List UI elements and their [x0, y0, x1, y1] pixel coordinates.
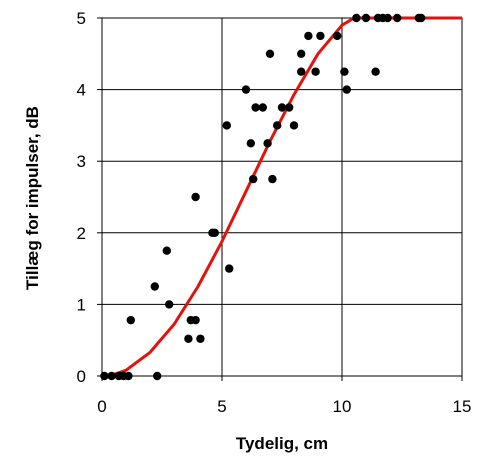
- data-point: [241, 85, 251, 94]
- data-point: [289, 121, 299, 130]
- data-point: [225, 264, 234, 273]
- data-point: [246, 139, 255, 148]
- data-point: [150, 282, 159, 291]
- data-point: [268, 174, 277, 184]
- data-point: [417, 13, 426, 23]
- data-point: [371, 67, 380, 76]
- data-point: [273, 121, 282, 130]
- data-point: [342, 85, 351, 94]
- data-point: [333, 31, 342, 41]
- data-point: [263, 139, 272, 148]
- y-axis-label: Tillæg for impulser, dB: [23, 106, 42, 290]
- data-point: [297, 49, 306, 58]
- y-tick-label: 3: [77, 152, 86, 171]
- tick-labels: 0 5 10 15 0 1 2 3 4 5: [77, 9, 472, 416]
- data-point: [222, 121, 231, 130]
- data-point: [100, 371, 109, 381]
- x-tick-label: 10: [333, 397, 352, 416]
- y-tick-label: 0: [77, 367, 86, 386]
- y-tick-label: 4: [77, 81, 86, 100]
- data-point: [184, 334, 193, 343]
- data-point: [277, 103, 287, 112]
- data-point: [285, 103, 294, 112]
- data-point: [249, 174, 258, 184]
- data-point: [162, 246, 171, 255]
- data-point: [196, 334, 205, 343]
- data-point: [383, 13, 392, 23]
- data-point: [311, 67, 320, 76]
- fit-curve-layer: [108, 16, 462, 378]
- y-tick-label: 5: [77, 9, 86, 28]
- data-point: [210, 228, 219, 237]
- data-point: [126, 315, 135, 325]
- y-tick-label: 2: [77, 224, 86, 243]
- data-point: [251, 103, 260, 112]
- x-tick-label: 0: [97, 397, 106, 416]
- data-point: [153, 371, 162, 381]
- data-point: [191, 315, 200, 325]
- fit-curve: [108, 16, 462, 378]
- data-point: [297, 67, 306, 76]
- grid: [97, 17, 463, 381]
- data-point: [352, 13, 361, 23]
- data-point: [191, 192, 200, 202]
- data-point: [304, 31, 313, 41]
- data-point: [258, 103, 267, 112]
- data-point: [124, 371, 133, 381]
- data-point: [393, 13, 402, 23]
- data-point: [107, 371, 116, 381]
- data-point: [340, 67, 349, 76]
- plot-frame: [101, 17, 463, 377]
- x-axis-label: Tydelig, cm: [236, 434, 328, 453]
- data-point: [316, 31, 325, 41]
- data-point: [265, 49, 275, 58]
- x-tick-label: 5: [217, 397, 226, 416]
- data-point: [165, 300, 174, 309]
- data-point: [361, 13, 371, 23]
- x-tick-label: 15: [453, 397, 472, 416]
- data-points-layer: [100, 13, 426, 381]
- y-tick-label: 1: [77, 295, 86, 314]
